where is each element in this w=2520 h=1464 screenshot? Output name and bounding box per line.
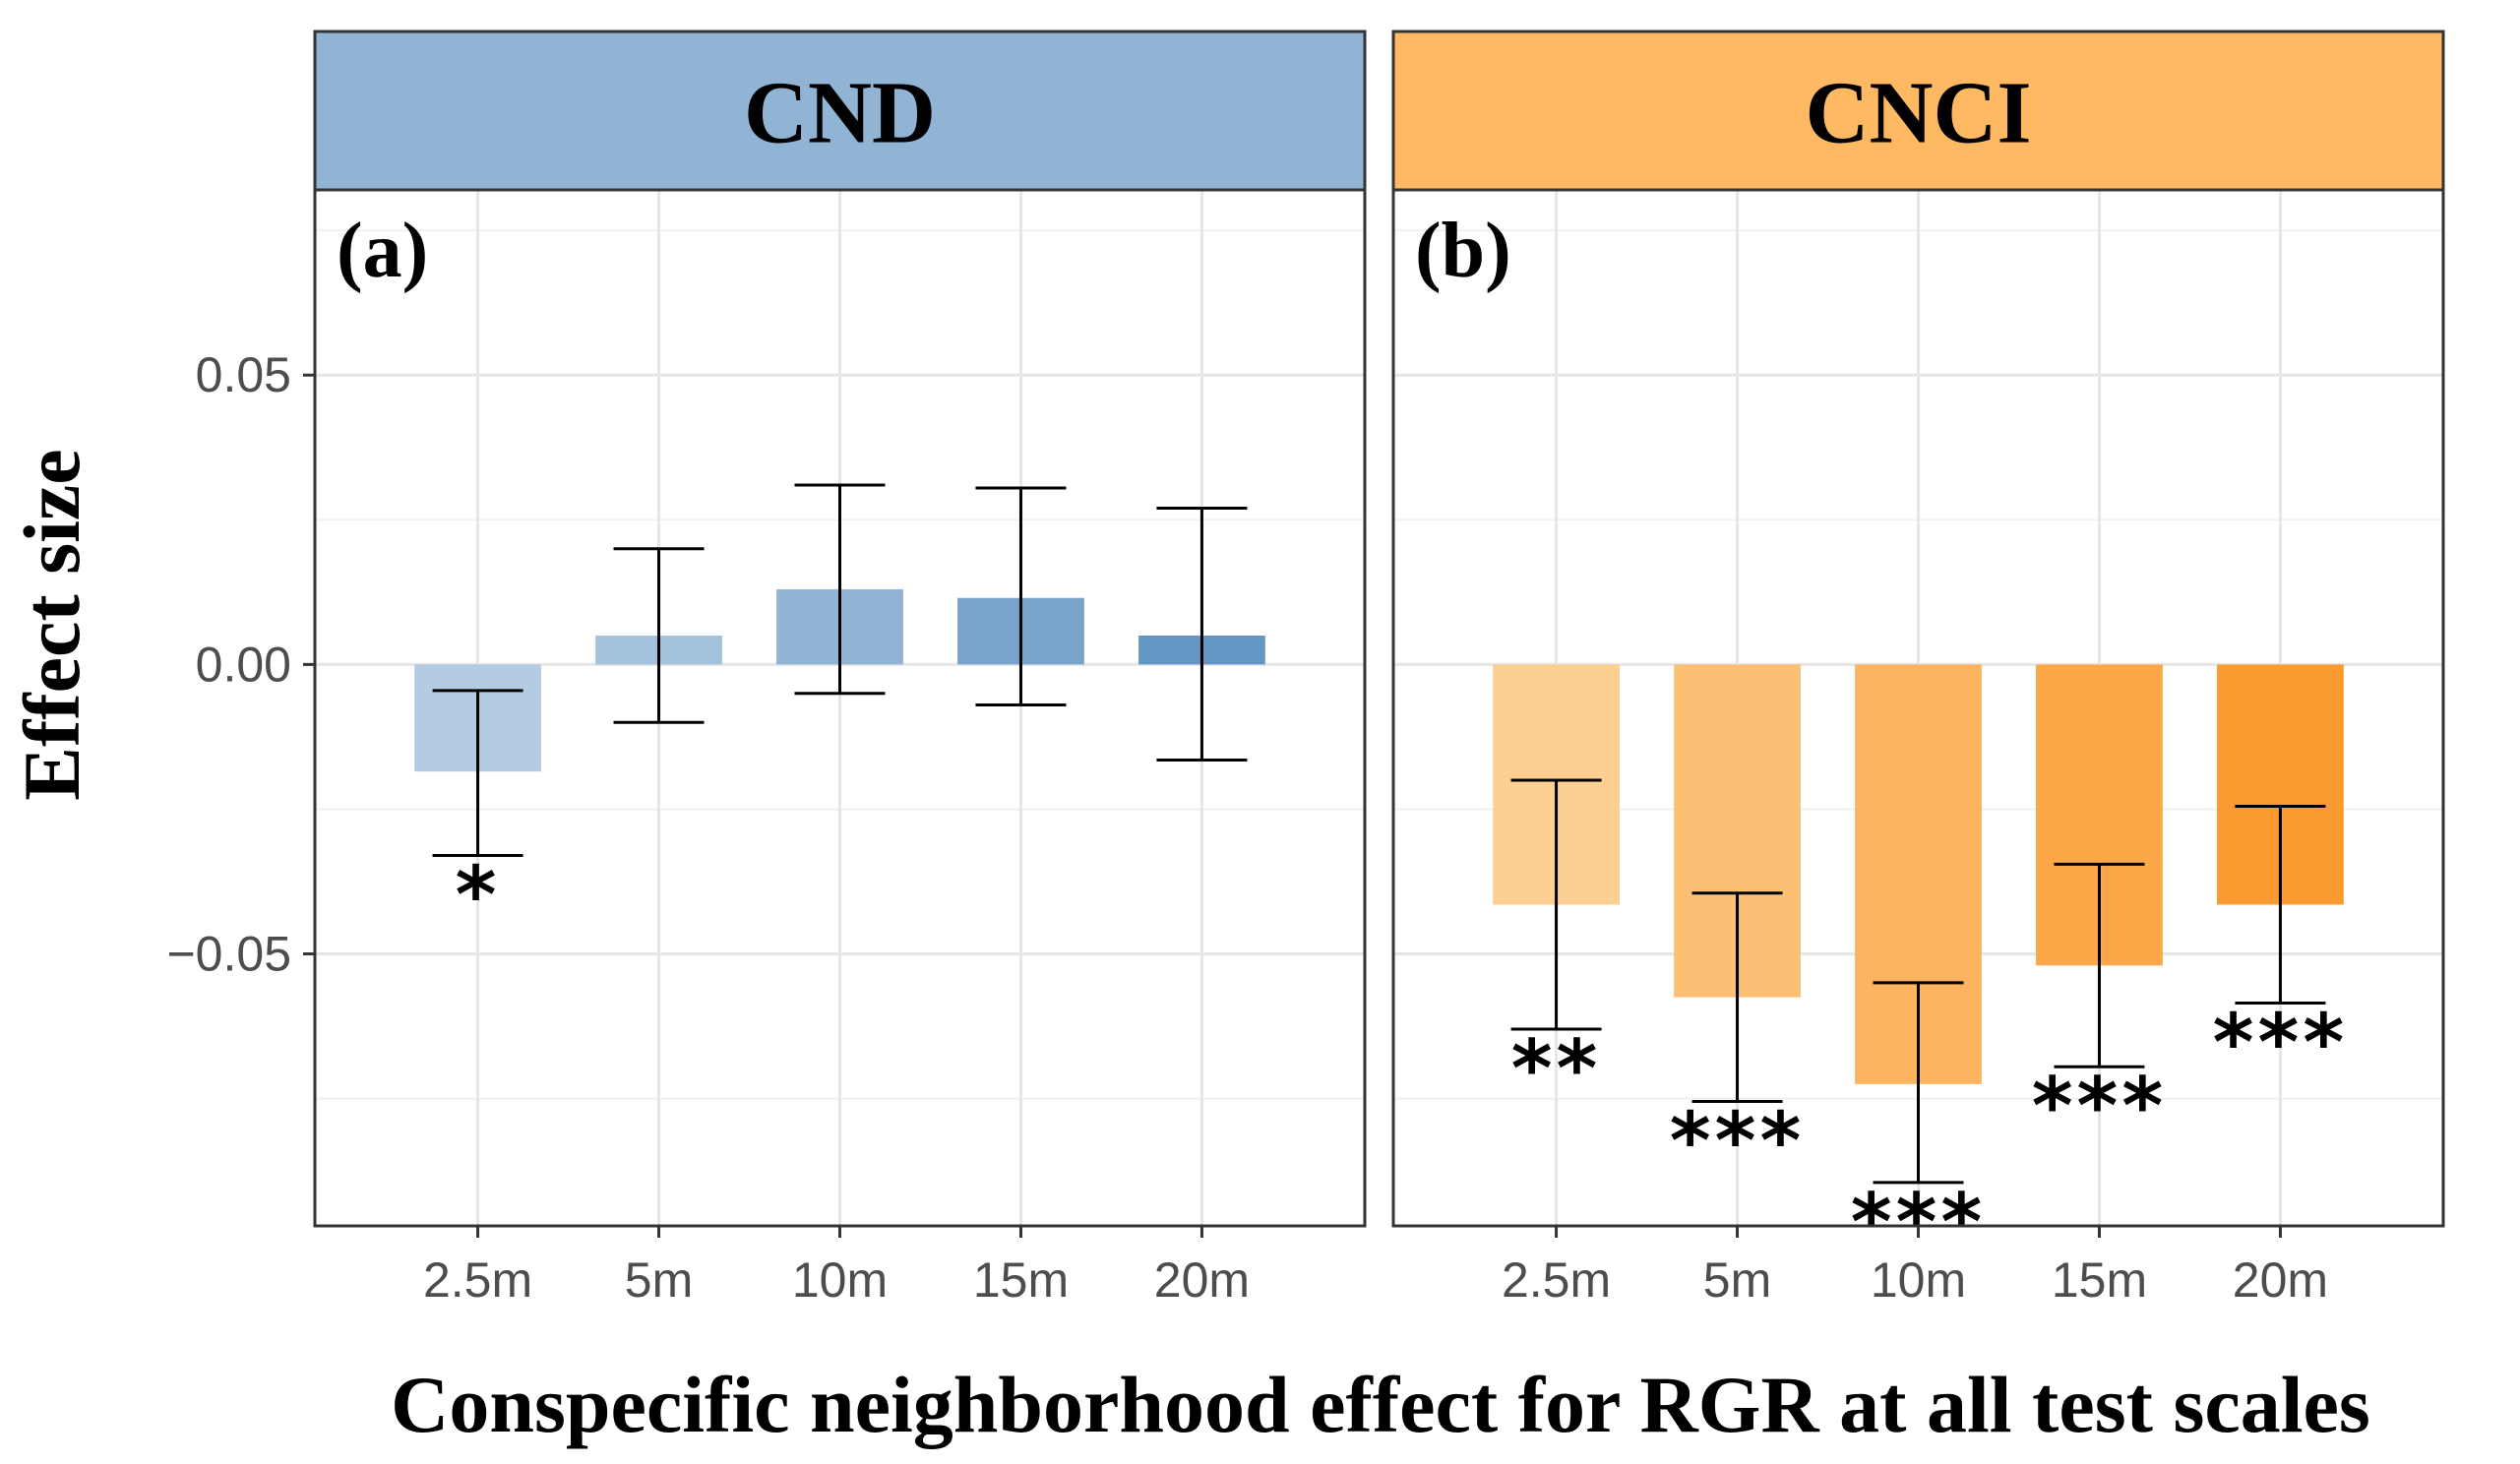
tick-labels: 2.5m 5m 10m 15m 20m 2.5m 5m 10m 15m 20m 0.05 0.00 −0… <box>166 347 2328 1308</box>
x-tick-label: 20m <box>2233 1252 2328 1308</box>
error-bar <box>613 547 705 724</box>
error-bar <box>1873 981 1964 1185</box>
strip-label: CND <box>744 65 936 162</box>
x-tick-label: 5m <box>1703 1252 1771 1308</box>
error-bar <box>975 486 1067 707</box>
significance-label: *** <box>1670 1096 1806 1188</box>
error-bar <box>1156 507 1248 762</box>
x-tick-label: 10m <box>792 1252 888 1308</box>
x-tick-label: 5m <box>625 1252 693 1308</box>
error-bar <box>2054 862 2145 1068</box>
x-tick-label: 2.5m <box>1502 1252 1611 1308</box>
x-tick-label: 15m <box>2052 1252 2147 1308</box>
significance-labels: *************** <box>456 850 2349 1268</box>
error-bar <box>432 689 523 858</box>
y-tick-label: −0.05 <box>166 927 291 982</box>
panel-tag: (b) <box>1415 208 1511 294</box>
significance-label: * <box>456 850 501 942</box>
error-bar <box>794 483 886 696</box>
x-axis-title: Conspecific neighborhood effect for RGR … <box>391 1360 2370 1449</box>
strip-label: CNCI <box>1805 65 2031 162</box>
significance-label: *** <box>1851 1177 1987 1268</box>
strip-cnci <box>1391 30 2445 192</box>
panel-tag: (a) <box>337 208 428 294</box>
y-tick-label: 0.00 <box>196 637 291 692</box>
y-tick-label: 0.05 <box>196 347 291 402</box>
x-tick-label: 20m <box>1154 1252 1250 1308</box>
error-bars <box>432 483 2326 1185</box>
error-bar <box>1510 778 1602 1031</box>
x-tick-label: 10m <box>1871 1252 1966 1308</box>
y-axis-title: Effect size <box>7 449 96 800</box>
error-bar <box>2235 805 2326 1006</box>
significance-label: *** <box>2213 998 2349 1089</box>
x-tick-label: 2.5m <box>423 1252 532 1308</box>
facet-strips: CND (a) CNCI (b) <box>313 30 2445 294</box>
error-bar <box>1691 891 1783 1104</box>
significance-label: *** <box>2032 1061 2168 1152</box>
significance-label: ** <box>1511 1023 1602 1115</box>
strip-cnd <box>313 30 1367 192</box>
x-tick-label: 15m <box>973 1252 1069 1308</box>
